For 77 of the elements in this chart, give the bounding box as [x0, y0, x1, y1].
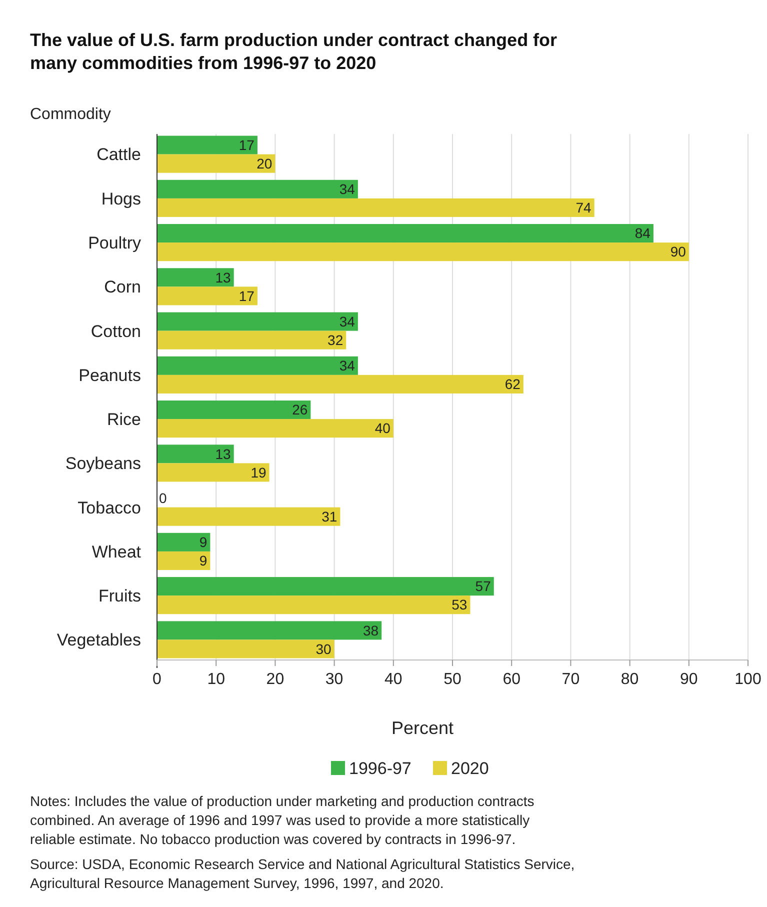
- y-tick-label: Poultry: [88, 234, 142, 253]
- bar: [157, 224, 654, 243]
- data-label: 0: [159, 490, 167, 506]
- data-label: 53: [452, 596, 468, 613]
- data-label: 57: [475, 578, 492, 594]
- data-label: 26: [292, 402, 308, 418]
- data-label: 17: [238, 136, 255, 153]
- bar: [157, 330, 346, 350]
- data-label: 32: [328, 332, 344, 348]
- data-label: 13: [215, 446, 232, 462]
- bar: [157, 621, 382, 640]
- x-tick-label: 70: [562, 671, 580, 688]
- bar: [157, 198, 594, 217]
- x-tick-label: 30: [325, 671, 344, 688]
- bar: [157, 400, 311, 420]
- legend-label: 2020: [451, 758, 489, 778]
- bar: [157, 136, 258, 154]
- bar: [157, 356, 358, 375]
- data-label: 74: [576, 200, 592, 216]
- bar: [157, 286, 258, 306]
- y-tick-label: Cattle: [96, 145, 141, 164]
- y-tick-label: Corn: [104, 278, 141, 297]
- x-tick-label: 50: [444, 671, 462, 688]
- bar: [157, 532, 210, 552]
- bar: [157, 374, 524, 394]
- x-tick-label: 20: [266, 671, 284, 688]
- chart-title: The value of U.S. farm production under contract changed for many commodities from 1996-97 to 2020: [30, 30, 558, 73]
- bar: [157, 444, 234, 464]
- data-label: 20: [256, 155, 272, 172]
- data-label: 31: [322, 508, 338, 524]
- data-label: 9: [199, 534, 208, 550]
- x-tick-label: 60: [502, 671, 521, 688]
- y-tick-label: Vegetables: [56, 630, 141, 650]
- bar: [157, 577, 494, 596]
- bar: [157, 180, 358, 198]
- data-label: 19: [250, 464, 266, 480]
- y-tick-label: Tobacco: [78, 498, 141, 518]
- data-label: 34: [339, 181, 356, 198]
- x-tick-label: 100: [734, 671, 762, 688]
- data-label: 30: [316, 640, 332, 657]
- data-label: 34: [339, 313, 356, 330]
- bar: [157, 551, 210, 570]
- y-tick-label: Rice: [106, 410, 141, 430]
- bar: [157, 507, 340, 526]
- x-tick-label: 0: [152, 671, 162, 688]
- y-tick-label: Wheat: [92, 542, 142, 562]
- data-label: 9: [199, 552, 208, 569]
- y-tick-label: Soybeans: [65, 454, 141, 474]
- data-label: 34: [339, 358, 356, 374]
- y-tick-label: Cotton: [90, 322, 141, 341]
- x-tick-label: 40: [384, 671, 402, 688]
- x-tick-label: 80: [620, 671, 639, 688]
- data-label: 17: [238, 288, 255, 304]
- data-label: 40: [374, 420, 391, 436]
- data-label: 13: [215, 269, 232, 286]
- y-tick-label: Hogs: [101, 189, 141, 208]
- bar: [157, 640, 334, 658]
- bar: [157, 242, 689, 262]
- bar: [157, 154, 276, 173]
- data-label: 38: [363, 622, 379, 638]
- bar: [157, 268, 234, 287]
- y-axis-title: Commodity: [30, 106, 111, 123]
- bar: [157, 463, 270, 482]
- data-label: 90: [670, 244, 686, 260]
- bar: [157, 419, 394, 438]
- source-note: Source: USDA, Economic Research Service and National Agricultural Statistics Service, Agricultural Resource Management Survey, 1996, 1997, and 2020.: [30, 856, 575, 891]
- bar: [157, 596, 470, 614]
- legend-label: 1996-97: [349, 758, 412, 778]
- x-axis-title: Percent: [391, 718, 454, 738]
- text: Notes: Includes the value of production under marketing and production contracts combined. An average of 1996 and 1997 was used to provide a more statistically reliable estimate. No tobacco production was covered by contracts in 1996-97.: [30, 793, 534, 847]
- y-tick-label: Fruits: [98, 586, 141, 606]
- x-tick-label: 90: [680, 671, 698, 688]
- y-tick-label: Peanuts: [78, 366, 141, 385]
- data-label: 84: [634, 225, 651, 242]
- data-label: 62: [504, 376, 521, 392]
- x-tick-label: 10: [207, 671, 226, 688]
- bar: [157, 312, 358, 331]
